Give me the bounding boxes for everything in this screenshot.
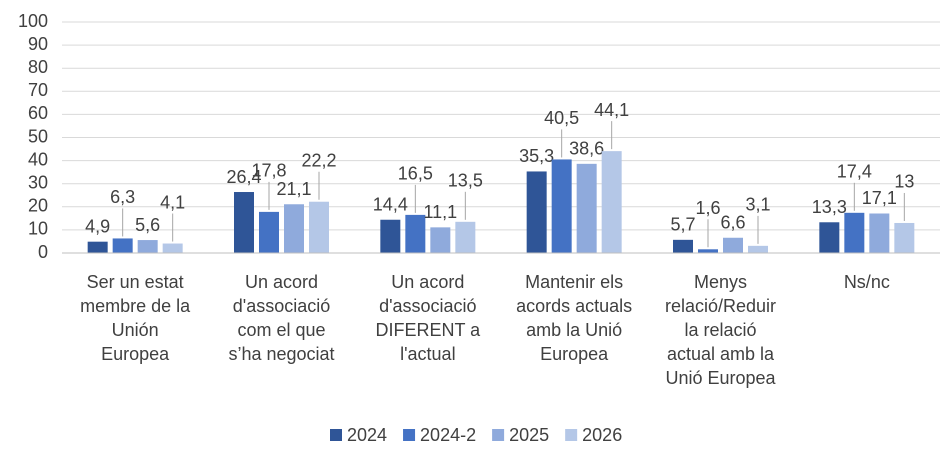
x-tick-label: com el que [237,320,325,340]
y-tick-label: 60 [28,103,48,123]
y-tick-label: 50 [28,126,48,146]
x-tick-label: membre de la [80,296,191,316]
legend-swatch [492,429,505,441]
data-label: 14,4 [373,194,408,214]
bar [748,245,768,253]
data-label: 6,6 [720,213,745,233]
data-label: 40,5 [544,108,579,128]
bar [259,211,279,253]
y-tick-label: 10 [28,219,48,239]
bar [869,213,890,253]
x-tick-label: Menys [694,272,747,292]
bar [380,219,401,253]
y-tick-label: 90 [28,34,48,54]
y-tick-label: 80 [28,57,48,77]
bar [576,163,597,253]
y-tick-label: 100 [18,11,48,31]
x-tick-label: Unión [112,320,159,340]
data-label: 21,1 [276,179,311,199]
legend-label: 2026 [582,425,622,445]
data-label: 16,5 [398,164,433,184]
data-label: 38,6 [569,139,604,159]
data-label: 17,8 [251,161,286,181]
x-tick-label: Europea [101,344,170,364]
bar [87,241,108,253]
x-tick-label: Europea [540,344,609,364]
y-tick-label: 30 [28,172,48,192]
bar [137,240,158,253]
data-label: 13,5 [448,171,483,191]
bar [698,249,718,253]
x-tick-label: amb la Unió [526,320,622,340]
data-label: 6,3 [110,187,135,207]
y-tick-label: 20 [28,196,48,216]
legend-label: 2024-2 [420,425,476,445]
bar [551,159,572,253]
x-tick-label: Unió Europea [665,368,776,388]
legend-label: 2024 [347,425,387,445]
bar [673,239,693,253]
data-label: 35,3 [519,146,554,166]
x-tick-label: actual amb la [667,344,775,364]
legend-swatch [330,429,342,441]
bar [112,238,133,253]
x-tick-label: d'associació [233,296,331,316]
x-tick-label: Un acord [245,272,318,292]
x-tick-label: Un acord [391,272,464,292]
legend-label: 2025 [509,425,549,445]
data-label: 17,1 [862,188,897,208]
data-label: 44,1 [594,100,629,120]
legend-swatch [565,429,578,441]
data-label: 1,6 [695,198,720,218]
bar [309,201,329,253]
x-tick-label: s’ha negociat [228,344,334,364]
data-label: 4,1 [160,192,185,212]
x-tick-label: Ns/nc [844,272,890,292]
bar [819,222,840,253]
bar [844,212,865,253]
bar [405,214,426,253]
bar [526,171,547,253]
x-tick-label: DIFERENT a [375,320,481,340]
x-tick-label: Mantenir els [525,272,623,292]
legend-swatch [403,429,416,441]
bar [894,222,915,253]
x-tick-label: d'associació [379,296,477,316]
x-tick-label: Ser un estat [87,272,184,292]
y-tick-label: 40 [28,149,48,169]
bar [162,243,183,253]
data-label: 3,1 [745,195,770,215]
bar [601,151,622,253]
data-label: 5,6 [135,215,160,235]
data-label: 4,9 [85,216,110,236]
bar [455,221,476,253]
x-tick-label: l'actual [400,344,455,364]
data-label: 17,4 [837,162,872,182]
data-label: 22,2 [301,150,336,170]
data-label: 5,7 [670,215,695,235]
bar [234,192,254,253]
bar [723,237,743,253]
x-tick-label: acords actuals [516,296,632,316]
y-tick-label: 0 [38,242,48,262]
data-label: 13,3 [812,197,847,217]
y-tick-label: 70 [28,80,48,100]
x-tick-label: relació/Reduir [665,296,776,316]
bar [430,227,451,253]
data-label: 11,1 [423,202,457,222]
bar [284,204,304,253]
data-label: 26,4 [226,167,261,187]
x-tick-label: la relació [684,320,756,340]
data-label: 13 [894,172,914,192]
